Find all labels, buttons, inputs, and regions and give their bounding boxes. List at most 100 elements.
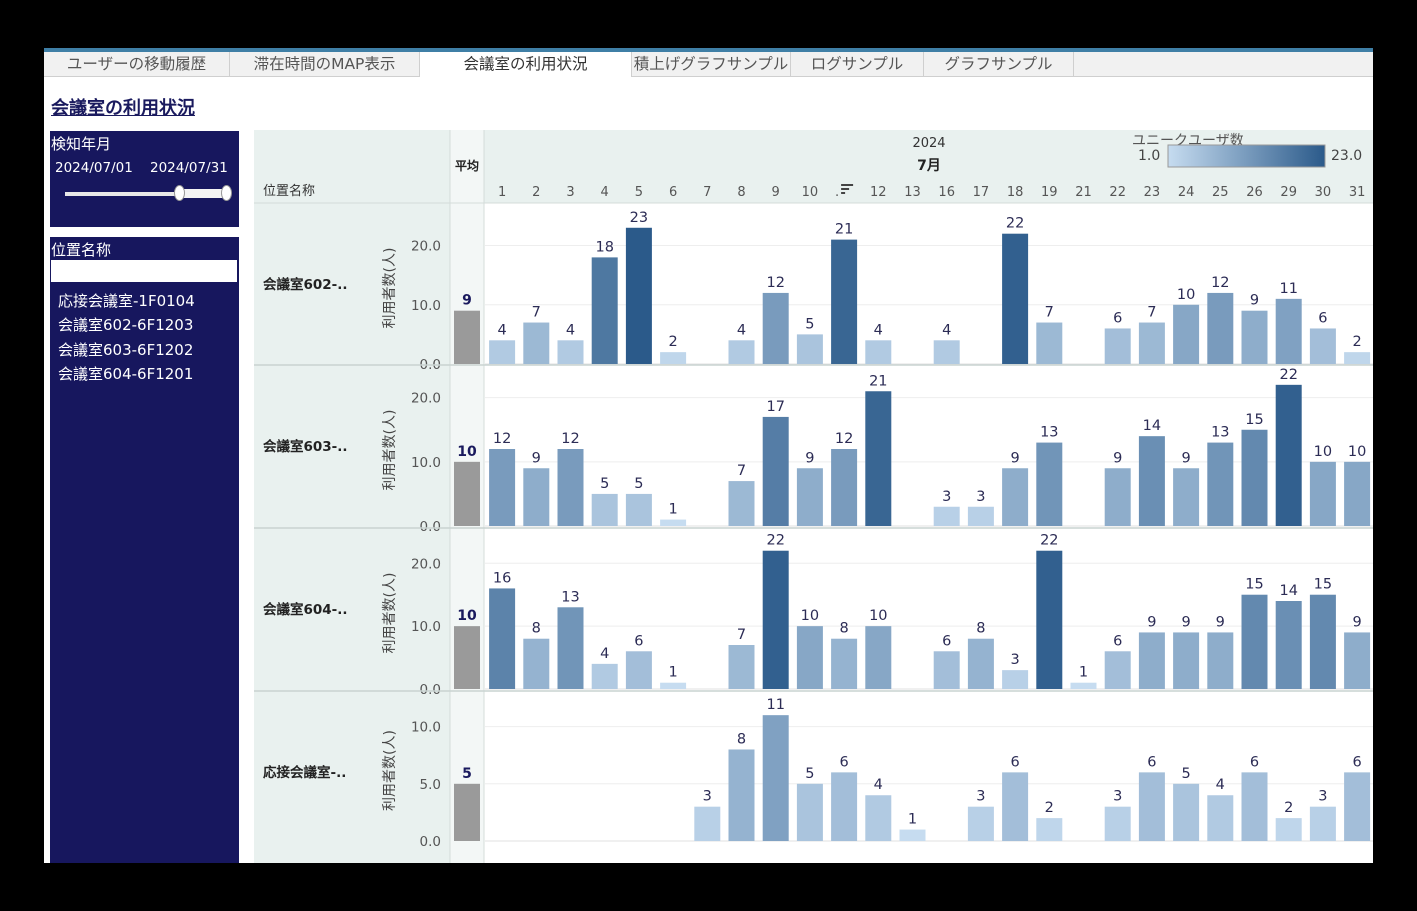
day-label: 25 xyxy=(1212,185,1229,200)
y-tick-label: 5.0 xyxy=(420,777,441,793)
bar-value-label: 4 xyxy=(874,777,883,793)
day-label: 29 xyxy=(1280,185,1297,200)
bar xyxy=(865,340,892,364)
dashboard-screen: ユーザーの移動履歴 滞在時間のMAP表示 会議室の利用状況 積上げグラフサンプル… xyxy=(44,48,1373,863)
bar-value-label: 9 xyxy=(1010,450,1019,466)
date-range-end: 2024/07/31 xyxy=(150,160,228,176)
bar xyxy=(1070,682,1097,689)
bar xyxy=(831,638,858,689)
bar-value-label: 12 xyxy=(561,431,579,447)
bar xyxy=(865,795,892,841)
bar xyxy=(1138,436,1165,526)
avg-value-label: 5 xyxy=(462,766,472,782)
bar-value-label: 11 xyxy=(1279,281,1297,297)
bar-value-label: 7 xyxy=(1045,305,1054,321)
bar xyxy=(762,550,789,689)
date-slider-track[interactable] xyxy=(65,192,231,196)
tab-log-sample[interactable]: ログサンプル xyxy=(791,52,924,76)
page-title: 会議室の利用状況 xyxy=(51,98,195,119)
bar-value-label: 9 xyxy=(1113,450,1122,466)
bar xyxy=(625,493,652,526)
location-search-input[interactable] xyxy=(51,260,237,282)
bar xyxy=(728,645,755,689)
bar xyxy=(1309,328,1336,364)
bar-value-label: 16 xyxy=(493,570,511,586)
date-slider-start-handle[interactable] xyxy=(174,185,185,201)
bar-value-label: 22 xyxy=(1279,367,1297,383)
bar xyxy=(1002,233,1029,364)
day-label: 12 xyxy=(870,185,887,200)
bar xyxy=(660,682,687,689)
tab-bar: ユーザーの移動履歴 滞在時間のMAP表示 会議室の利用状況 積上げグラフサンプル… xyxy=(44,52,1373,77)
bar-value-label: 1 xyxy=(668,502,677,518)
bar-value-label: 7 xyxy=(737,627,746,643)
bar-value-label: 1 xyxy=(908,812,917,828)
bar-value-label: 9 xyxy=(1181,614,1190,630)
bar xyxy=(591,257,618,364)
bar-value-label: 3 xyxy=(1318,789,1327,805)
day-label: 6 xyxy=(669,185,677,200)
location-item[interactable]: 会議室602-6F1203 xyxy=(58,316,194,334)
day-label: 26 xyxy=(1246,185,1263,200)
avg-value-label: 10 xyxy=(457,444,477,460)
location-filter-title: 位置名称 xyxy=(51,241,112,259)
bar xyxy=(523,638,550,689)
bar-value-label: 8 xyxy=(532,621,541,637)
bar-value-label: 10 xyxy=(1177,287,1195,303)
day-label: 19 xyxy=(1041,185,1058,200)
bar xyxy=(796,783,823,841)
tab-meeting-room-usage[interactable]: 会議室の利用状況 xyxy=(420,52,632,77)
bar xyxy=(1275,298,1302,364)
bar xyxy=(1309,806,1336,841)
day-label: 9 xyxy=(772,185,780,200)
y-tick-label: 20.0 xyxy=(411,391,441,407)
bar xyxy=(1104,651,1131,689)
bar xyxy=(1241,310,1268,364)
bar-value-label: 12 xyxy=(766,275,784,291)
bar-value-label: 11 xyxy=(766,697,784,713)
bar-value-label: 10 xyxy=(1348,444,1366,460)
bar xyxy=(1002,772,1029,841)
day-label: 2 xyxy=(532,185,540,200)
bar xyxy=(762,416,789,526)
bar-value-label: 3 xyxy=(1010,652,1019,668)
y-tick-label: 20.0 xyxy=(411,556,441,572)
bar-value-label: 8 xyxy=(737,731,746,747)
tab-user-movement-history[interactable]: ユーザーの移動履歴 xyxy=(44,52,230,76)
bar xyxy=(557,340,584,364)
bar xyxy=(762,292,789,364)
location-item[interactable]: 会議室603-6F1202 xyxy=(58,341,194,359)
tab-stay-time-map[interactable]: 滞在時間のMAP表示 xyxy=(230,52,420,76)
bar-value-label: 2 xyxy=(1284,800,1293,816)
day-label: 31 xyxy=(1349,185,1366,200)
bar xyxy=(1344,461,1371,526)
bar xyxy=(1309,594,1336,689)
avg-bar xyxy=(454,310,480,364)
y-tick-label: 10.0 xyxy=(411,619,441,635)
bar-value-label: 22 xyxy=(766,533,784,549)
bar-value-label: 6 xyxy=(1113,633,1122,649)
tab-graph-sample[interactable]: グラフサンプル xyxy=(924,52,1074,76)
bar xyxy=(1241,772,1268,841)
bar-value-label: 1 xyxy=(668,665,677,681)
tab-stacked-graph-sample[interactable]: 積上げグラフサンプル xyxy=(632,52,791,76)
sort-icon-line xyxy=(841,184,854,186)
bar-value-label: 4 xyxy=(600,646,609,662)
bar xyxy=(660,519,687,526)
y-axis-title: 利用者数(人) xyxy=(382,248,398,329)
date-slider-end-handle[interactable] xyxy=(221,185,232,201)
bar-value-label: 6 xyxy=(942,633,951,649)
y-axis-title: 利用者数(人) xyxy=(382,573,398,654)
day-label: 8 xyxy=(737,185,745,200)
bar-value-label: 4 xyxy=(497,322,506,338)
bar-value-label: 5 xyxy=(634,476,643,492)
day-label: 4 xyxy=(601,185,609,200)
y-axis-title: 利用者数(人) xyxy=(382,410,398,491)
location-item[interactable]: 応接会議室-1F0104 xyxy=(58,292,195,310)
bar xyxy=(831,772,858,841)
bar xyxy=(1309,461,1336,526)
bar-value-label: 12 xyxy=(493,431,511,447)
location-item[interactable]: 会議室604-6F1201 xyxy=(58,365,194,383)
